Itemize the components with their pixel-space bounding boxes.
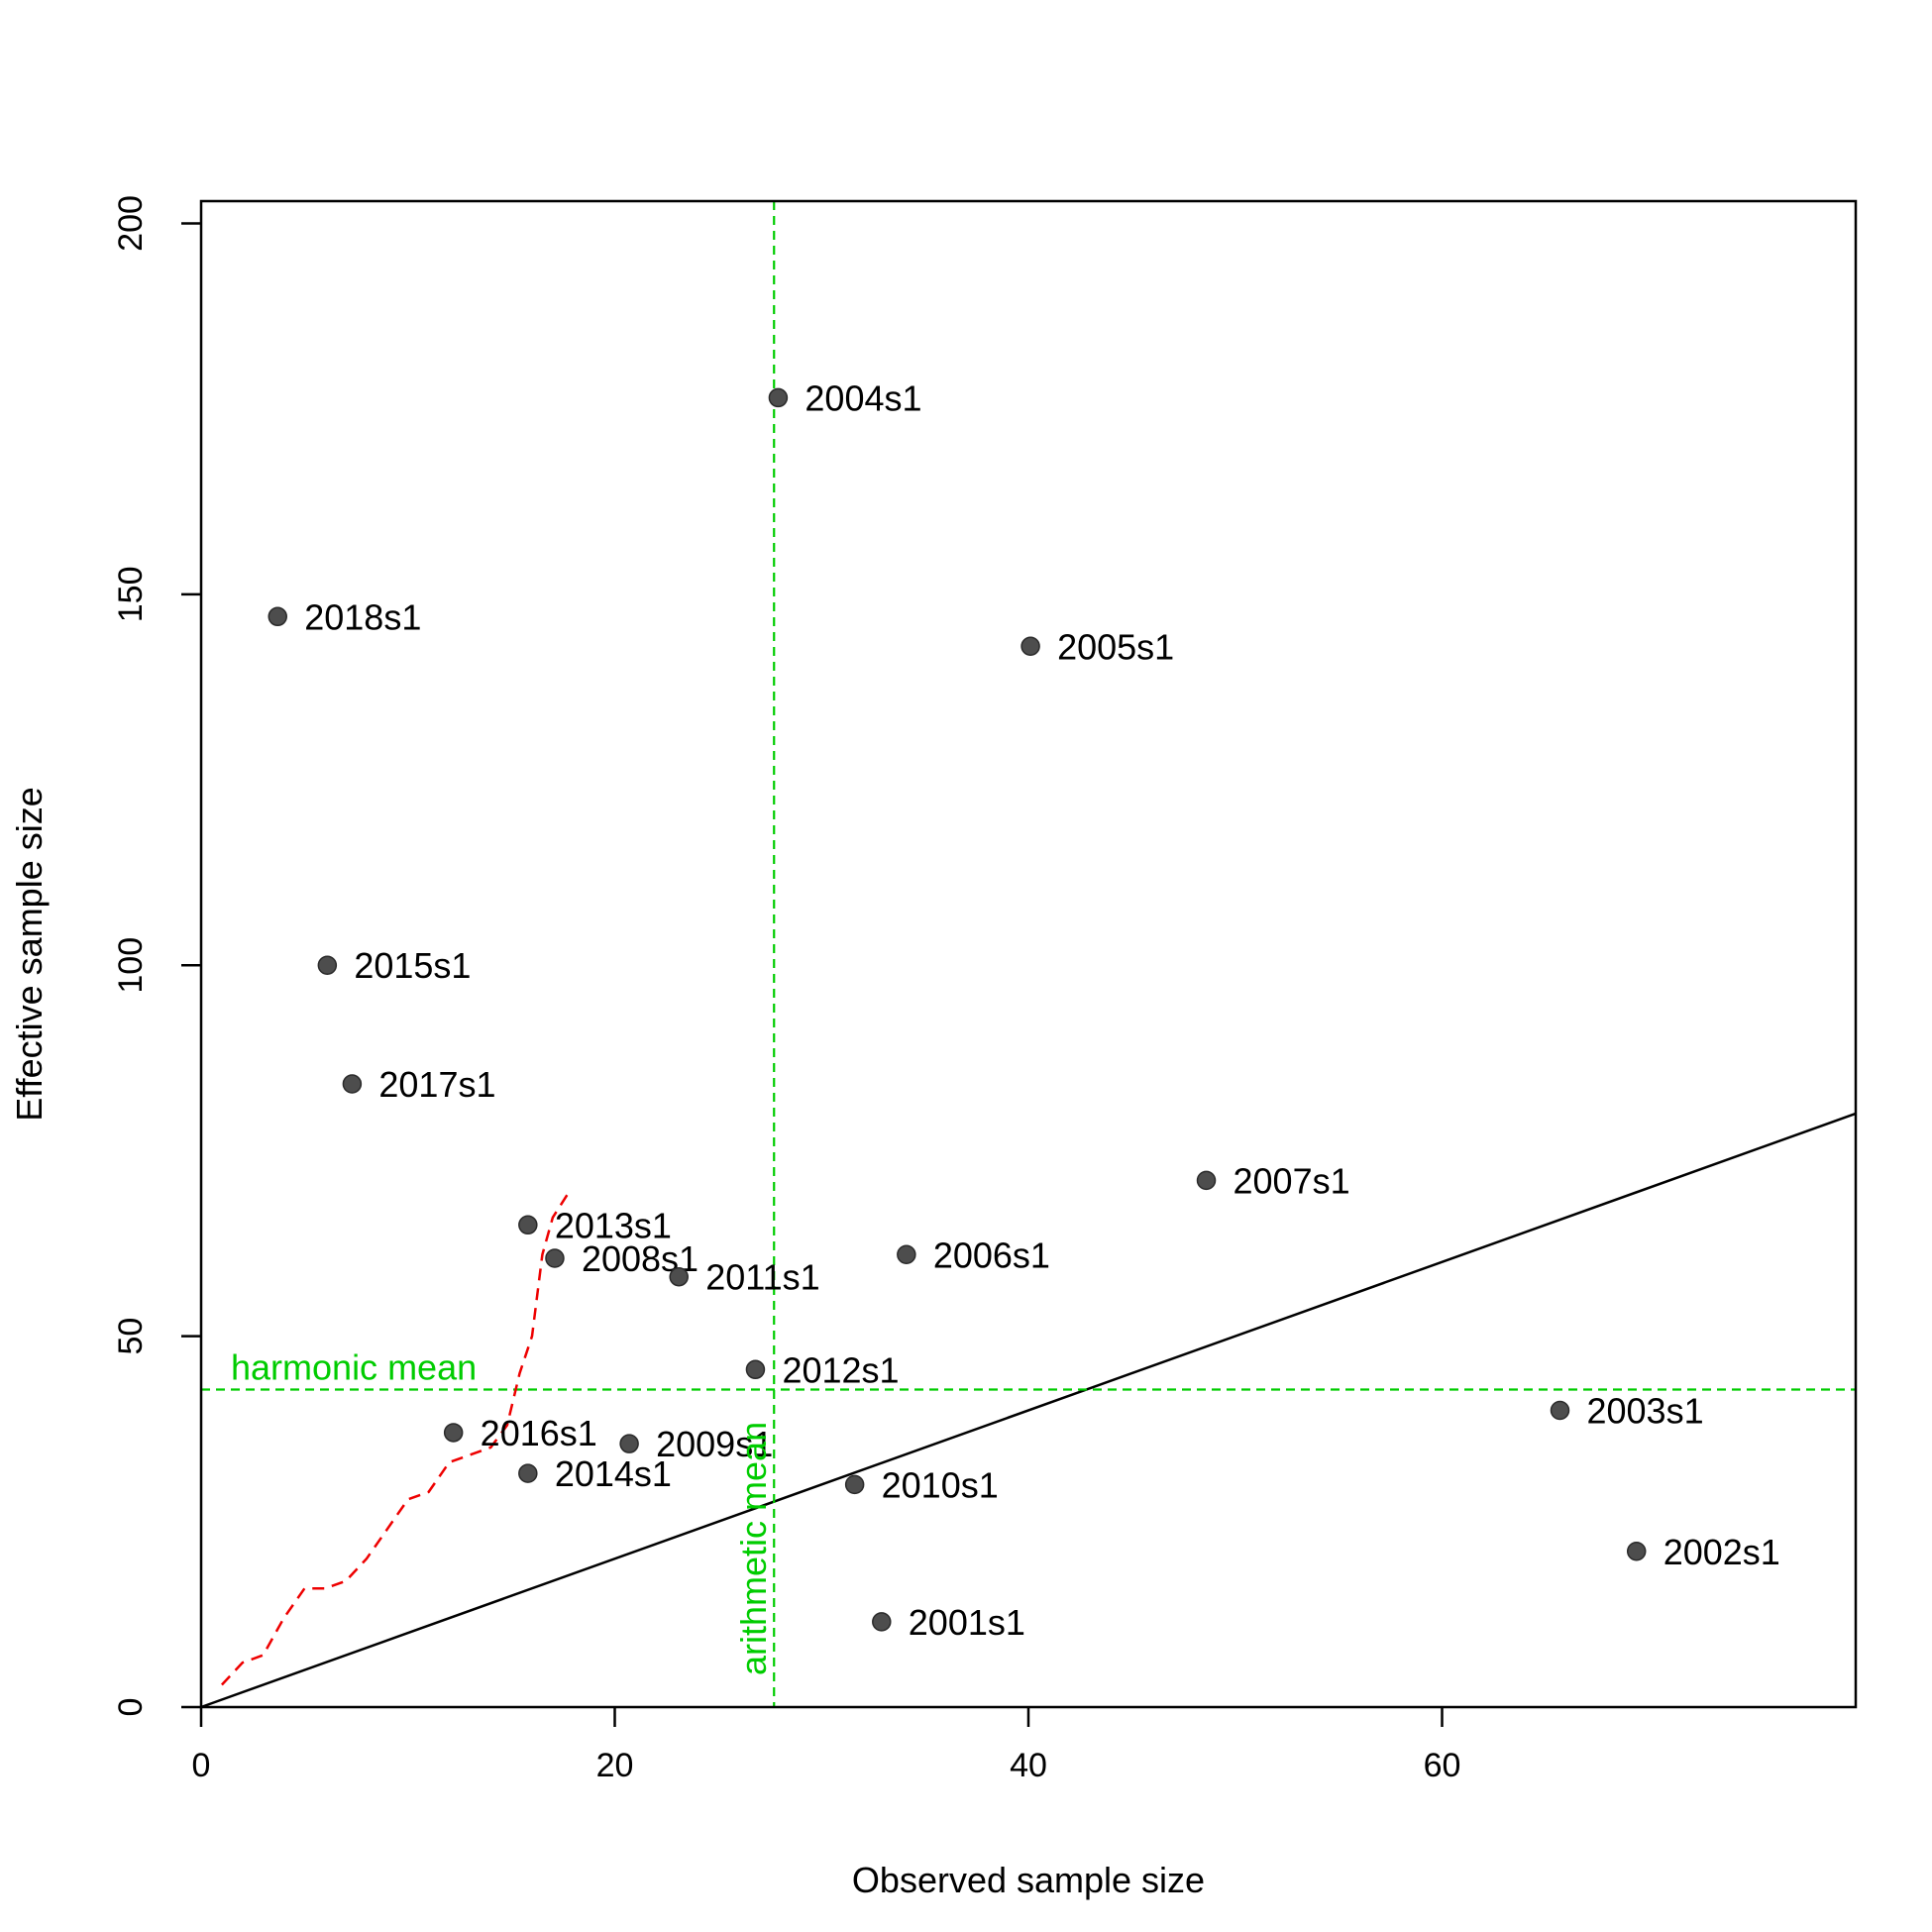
x-tick-label: 20 [596, 1747, 634, 1784]
x-tick-label: 40 [1010, 1747, 1047, 1784]
point-label: 2002s1 [1664, 1532, 1780, 1572]
identity-line [200, 1112, 1857, 1709]
data-point [1626, 1542, 1647, 1561]
axis-ticks: 0 20 40 60 0 50 100 150 200 [112, 195, 1460, 1784]
data-points: 2001s1 2002s1 2003s1 2004s1 2005s1 2006s1 2007… [268, 377, 1780, 1643]
point-label: 2013s1 [555, 1205, 672, 1245]
data-point [545, 1248, 565, 1268]
point-label: 2012s1 [782, 1349, 899, 1390]
data-point [317, 955, 338, 975]
point-label: 2009s1 [656, 1424, 773, 1464]
data-point [669, 1266, 689, 1287]
data-point [872, 1612, 892, 1632]
point-label: 2003s1 [1586, 1390, 1703, 1431]
y-tick-label: 100 [112, 937, 150, 994]
running-harmonic-line [220, 1190, 571, 1686]
data-point [745, 1359, 766, 1380]
data-point [1196, 1170, 1217, 1191]
y-tick-label: 150 [112, 566, 150, 622]
data-point [342, 1074, 363, 1094]
data-point [768, 387, 789, 408]
x-tick-label: 0 [192, 1747, 211, 1784]
data-point [268, 606, 287, 627]
point-label: 2011s1 [705, 1257, 819, 1298]
plot-frame [199, 199, 1858, 1709]
point-label: 2001s1 [909, 1602, 1025, 1643]
point-label: 2017s1 [378, 1064, 495, 1105]
data-point [1020, 636, 1040, 657]
harmonic-mean-label: harmonic mean [231, 1347, 477, 1388]
x-tick-label: 60 [1424, 1747, 1461, 1784]
data-point [897, 1244, 916, 1265]
point-label: 2014s1 [555, 1453, 672, 1494]
point-label: 2016s1 [481, 1413, 597, 1453]
data-point [619, 1434, 639, 1453]
y-axis-label: Effective sample size [9, 787, 50, 1121]
data-point [1550, 1400, 1570, 1421]
y-tick-label: 0 [112, 1698, 150, 1717]
y-tick-label: 50 [112, 1318, 150, 1355]
plot-lines [200, 201, 1857, 1709]
point-label: 2005s1 [1057, 626, 1174, 667]
y-tick-label: 200 [112, 195, 150, 252]
data-point [518, 1463, 538, 1483]
x-axis-label: Observed sample size [852, 1860, 1205, 1900]
point-label: 2010s1 [882, 1464, 999, 1505]
data-point [443, 1423, 464, 1443]
arithmetic-mean-label: arithmetic mean [733, 1422, 774, 1675]
point-label: 2004s1 [805, 377, 921, 418]
point-label: 2015s1 [354, 945, 471, 986]
data-point [518, 1215, 538, 1235]
point-label: 2018s1 [304, 596, 421, 637]
point-label: 2007s1 [1234, 1160, 1350, 1201]
data-point [844, 1474, 865, 1495]
point-label: 2006s1 [933, 1234, 1050, 1275]
